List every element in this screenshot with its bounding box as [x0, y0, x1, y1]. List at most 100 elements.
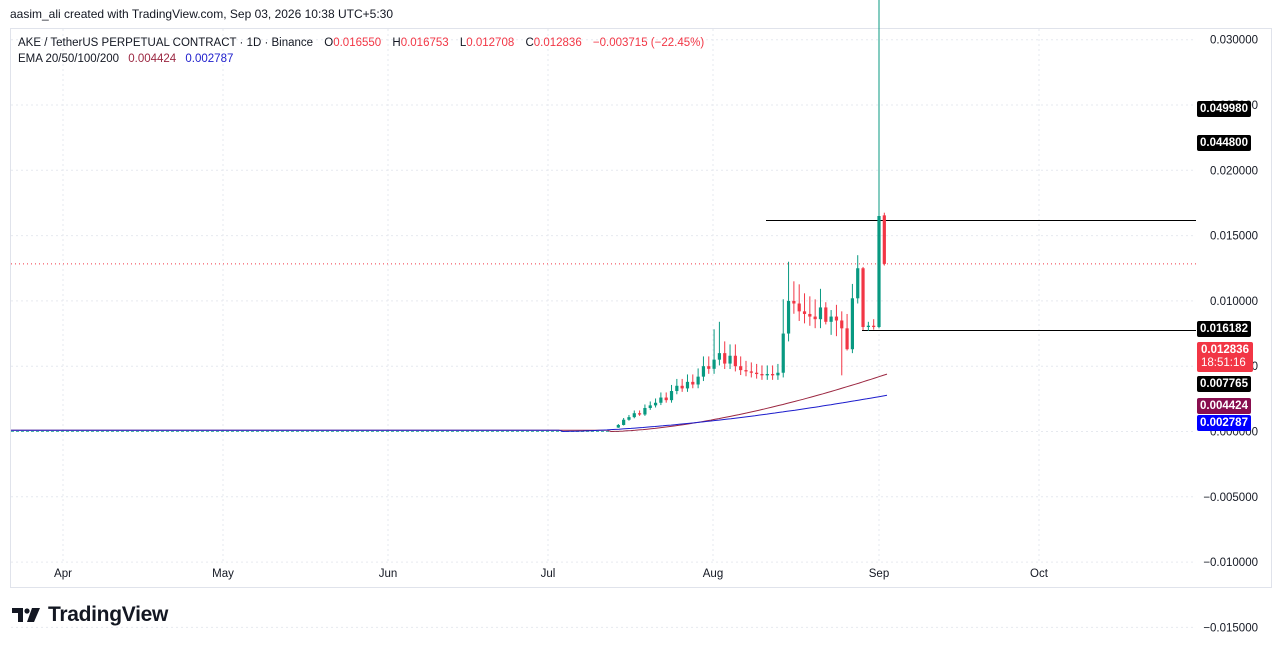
candle-body — [792, 300, 796, 304]
candle-body — [797, 303, 801, 312]
candle-body — [733, 355, 737, 367]
candle-body — [728, 355, 732, 364]
y-tick-label: 0.020000 — [1210, 165, 1258, 177]
chart-pane[interactable] — [10, 28, 1272, 588]
candle-body — [872, 325, 876, 328]
y-tick-label: −0.010000 — [1203, 557, 1258, 569]
ema-fast-value: 0.004424 — [128, 53, 177, 65]
tradingview-logo: TradingView — [12, 603, 168, 627]
low-value: 0.012708 — [466, 37, 515, 49]
candle-body — [882, 215, 886, 264]
candle-body — [643, 407, 647, 415]
close-label: C — [525, 37, 534, 49]
candle-body — [659, 397, 663, 403]
y-tick-label: 0.010000 — [1210, 296, 1258, 308]
candle-body — [712, 359, 716, 369]
candle-body — [755, 372, 759, 375]
candle-body — [616, 424, 620, 428]
open-value: 0.016550 — [333, 37, 382, 49]
x-tick-label: Sep — [869, 568, 889, 580]
candle-body — [622, 419, 626, 425]
low-label: L — [459, 37, 467, 49]
candle-body — [685, 381, 690, 389]
legend-ohlc-row: AKE / TetherUS PERPETUAL CONTRACT · 1D ·… — [18, 35, 704, 51]
candle-body — [632, 413, 636, 418]
candle-body — [739, 366, 743, 371]
y-tick-label: −0.015000 — [1203, 622, 1258, 634]
high-label: H — [392, 37, 401, 49]
candle-body — [765, 374, 769, 376]
candle-body — [669, 391, 674, 401]
candle-body — [866, 325, 870, 328]
y-tick-label: 0.015000 — [1210, 231, 1258, 243]
ema-fast-price-tag: 0.004424 — [1197, 398, 1251, 414]
bar-countdown: 18:51:16 — [1201, 357, 1246, 369]
candle-body — [850, 298, 854, 350]
price-axis: 0.0600000.0550000.0500000.0450000.040000… — [1203, 35, 1258, 635]
open-label: O — [324, 37, 334, 49]
close-value: 0.012836 — [533, 37, 582, 49]
chart-credit: aasim_ali created with TradingView.com, … — [10, 7, 394, 21]
high-value: 0.016753 — [400, 37, 449, 49]
candle-body — [653, 402, 658, 406]
candle-body — [696, 376, 700, 385]
candle-body — [701, 366, 706, 377]
candle-body — [786, 300, 791, 334]
candle-body — [749, 371, 753, 373]
candle-body — [627, 417, 631, 420]
ema-slow-price-tag: 0.002787 — [1197, 415, 1251, 431]
candle-body — [824, 307, 828, 322]
y-tick-label: −0.005000 — [1203, 492, 1258, 504]
candle-body — [723, 353, 727, 364]
candle-body — [760, 374, 764, 376]
change-value: −0.003715 (−22.45%) — [592, 37, 705, 49]
candle-body — [834, 316, 839, 321]
y-tick-label: 0.030000 — [1210, 35, 1258, 47]
last-price-value: 0.012836 — [1201, 344, 1249, 356]
x-tick-label: Oct — [1030, 568, 1049, 580]
candle-body — [680, 385, 684, 389]
x-tick-label: Jul — [541, 568, 556, 580]
level-price-tag: 0.007765 — [1197, 376, 1251, 392]
candle-body — [856, 268, 860, 299]
level-price-tag: 0.016182 — [1197, 321, 1251, 337]
ema-slow-line — [11, 394, 888, 433]
candle-body — [648, 405, 652, 408]
last-price-tag: 0.012836 18:51:16 — [1197, 342, 1253, 372]
candle-body — [717, 353, 721, 360]
candle-body — [813, 316, 817, 320]
level-price-tag: 0.044800 — [1197, 135, 1251, 151]
candle-body — [638, 413, 642, 415]
x-tick-label: May — [212, 568, 234, 580]
candle-body — [877, 216, 881, 328]
ema-label: EMA 20/50/100/200 — [18, 53, 120, 65]
candle-body — [776, 372, 780, 376]
brand-name: TradingView — [48, 603, 169, 626]
candle-body — [664, 397, 668, 401]
x-tick-label: Jun — [379, 568, 398, 580]
symbol-title: AKE / TetherUS PERPETUAL CONTRACT · 1D ·… — [18, 37, 314, 49]
candle-body — [691, 381, 695, 385]
candle-body — [840, 320, 844, 329]
tradingview-logo-icon — [12, 608, 40, 622]
ema-slow-value: 0.002787 — [185, 53, 234, 65]
horizontal-levels — [11, 220, 1196, 331]
x-tick-label: Aug — [703, 568, 723, 580]
candle-body — [829, 316, 833, 322]
candle-body — [861, 268, 865, 328]
candle-body — [802, 311, 807, 314]
candle-body — [744, 370, 748, 372]
candle-body — [771, 374, 775, 376]
candle-body — [808, 313, 812, 317]
x-tick-label: Apr — [54, 568, 72, 580]
candle-body — [781, 333, 785, 373]
candle-body — [707, 366, 711, 369]
ema-fast-line — [11, 373, 888, 433]
candle-body — [818, 307, 823, 320]
candle-body — [675, 385, 679, 392]
candle-body — [845, 328, 849, 350]
time-axis: Apr May Jun Jul Aug Sep Oct — [54, 568, 1049, 580]
candles — [616, 0, 886, 428]
grid-lines — [11, 29, 1196, 628]
